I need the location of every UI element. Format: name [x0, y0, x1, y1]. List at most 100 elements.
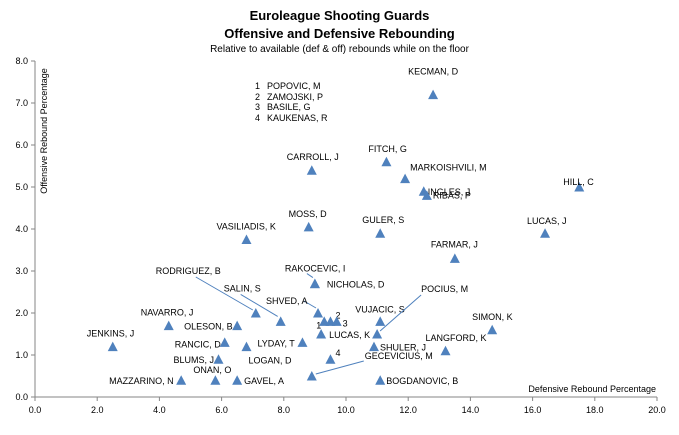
point-label: OLESON, B [184, 322, 233, 332]
key-item: 4 KAUKENAS, R [255, 113, 328, 124]
key-number: 1 [255, 81, 261, 91]
chart-note: Relative to available (def & off) reboun… [210, 44, 469, 55]
key-number: 2 [255, 91, 261, 102]
key-name: BASILE, G [267, 102, 311, 112]
point-label: POCIUS, M [421, 284, 468, 294]
data-point [428, 89, 439, 100]
data-point [331, 316, 342, 326]
point-label: FITCH, G [368, 144, 407, 154]
data-point [309, 278, 320, 289]
data-point [107, 341, 118, 352]
point-label: 3 [343, 318, 348, 328]
point-label: LANGFORD, K [426, 333, 487, 343]
point-label: BOGDANOVIC, B [386, 376, 458, 386]
data-point [213, 354, 224, 364]
point-label: SHULER, J [380, 343, 426, 353]
point-label: VASILIADIS, K [216, 222, 275, 232]
point-label: HILL, C [563, 177, 594, 187]
key-name: KAUKENAS, R [267, 112, 328, 123]
data-point [375, 375, 386, 385]
point-label: BLUMS, J [173, 355, 214, 365]
point-label: SALIN, S [224, 283, 261, 293]
y-tick-label: 1.0 [15, 350, 28, 360]
key-number: 3 [255, 102, 261, 112]
x-tick-label: 6.0 [215, 405, 228, 415]
x-tick-label: 20.0 [648, 405, 666, 415]
x-axis-title: Defensive Rebound Percentage [528, 384, 656, 394]
point-label: CARROLL, J [287, 152, 339, 162]
data-point [241, 341, 252, 352]
data-point [210, 375, 221, 385]
point-label: GAVEL, A [244, 376, 284, 386]
x-tick-label: 14.0 [462, 405, 480, 415]
x-tick-label: 12.0 [399, 405, 417, 415]
leader-line [240, 293, 278, 317]
data-point [232, 375, 243, 385]
x-tick-label: 0.0 [29, 405, 42, 415]
leader-line [306, 273, 314, 279]
data-point [381, 156, 392, 167]
point-label: JENKINS, J [87, 329, 135, 339]
x-tick-label: 10.0 [337, 405, 355, 415]
data-point [368, 341, 379, 352]
data-point [325, 354, 336, 364]
point-label: SHVED, A [266, 296, 308, 306]
point-label: MAZZARINO, N [109, 376, 174, 386]
data-point [176, 375, 187, 385]
point-label: MARKOISHVILI, M [410, 163, 487, 173]
data-point [303, 221, 314, 232]
data-point [163, 320, 174, 331]
point-label: LOGAN, D [248, 356, 292, 366]
data-point [275, 316, 286, 326]
leader-line [303, 300, 317, 309]
data-point [574, 182, 585, 192]
y-axis-title: Offensive Rebound Percentage [39, 68, 49, 193]
y-tick-label: 3.0 [15, 266, 28, 276]
data-point [400, 173, 411, 184]
point-label: ONAN, O [193, 365, 231, 375]
key-name: ZAMOJSKI, P [267, 91, 324, 102]
key-item: 1 POPOVIC, M [255, 81, 328, 92]
x-tick-label: 18.0 [586, 405, 604, 415]
y-tick-label: 8.0 [15, 56, 28, 66]
y-tick-label: 7.0 [15, 98, 28, 108]
data-point [449, 253, 460, 263]
point-label: RIBAS, P [433, 190, 471, 200]
point-label: GECEVICIUS, M [365, 351, 433, 361]
data-point [372, 329, 383, 339]
data-point [297, 337, 308, 347]
data-point [219, 337, 230, 347]
data-point [232, 320, 243, 331]
point-label: INGLES, J [428, 187, 471, 197]
data-point [316, 329, 327, 339]
key-number: 4 [255, 112, 261, 123]
y-tick-label: 0.0 [15, 392, 28, 402]
y-tick-label: 5.0 [15, 182, 28, 192]
data-point [487, 324, 498, 335]
leader-line [315, 360, 364, 375]
data-point [313, 308, 324, 318]
data-point [306, 371, 317, 381]
y-tick-label: 2.0 [15, 308, 28, 318]
point-label: RAKOCEVIC, I [285, 264, 346, 274]
x-tick-label: 4.0 [153, 405, 166, 415]
data-point [375, 228, 386, 238]
key-item: 2 ZAMOJSKI, P [255, 92, 328, 103]
data-point [421, 190, 432, 200]
point-label: LYDAY, T [257, 338, 295, 348]
data-point [306, 165, 317, 175]
chart-key: 1 POPOVIC, M 2 ZAMOJSKI, P 3 BASILE, G 4 KAUKEN… [255, 81, 328, 123]
x-tick-label: 16.0 [524, 405, 542, 415]
point-label: VUJACIC, S [355, 304, 405, 314]
data-point [250, 308, 261, 318]
x-tick-label: 2.0 [91, 405, 104, 415]
leader-line [379, 294, 422, 332]
chart-subtitle: Offensive and Defensive Rebounding [224, 26, 455, 41]
point-label: KECMAN, D [408, 67, 459, 77]
point-label: 1 [316, 320, 321, 330]
point-label: 4 [335, 348, 340, 358]
point-label: FARMAR, J [431, 239, 478, 249]
point-label: LUCAS, J [527, 216, 567, 226]
point-label: LUCAS, K [329, 330, 370, 340]
